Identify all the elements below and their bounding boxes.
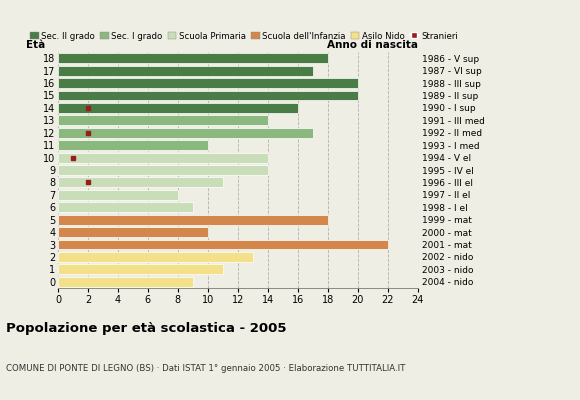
Bar	[58, 115, 268, 125]
Bar	[58, 90, 358, 100]
Bar	[58, 53, 328, 63]
Bar	[58, 202, 193, 212]
Text: Popolazione per età scolastica - 2005: Popolazione per età scolastica - 2005	[6, 322, 287, 335]
Bar	[58, 165, 268, 175]
Bar	[58, 277, 193, 287]
Bar	[58, 227, 208, 237]
Bar	[58, 128, 313, 138]
Bar	[58, 264, 223, 274]
Bar	[58, 240, 387, 250]
Text: Anno di nascita: Anno di nascita	[327, 40, 418, 50]
Bar	[58, 153, 268, 162]
Bar	[58, 78, 358, 88]
Bar	[58, 190, 178, 200]
Bar	[58, 178, 223, 187]
Bar	[58, 252, 253, 262]
Text: Età: Età	[26, 40, 45, 50]
Bar	[58, 66, 313, 76]
Bar	[58, 215, 328, 225]
Bar	[58, 103, 298, 113]
Legend: Sec. II grado, Sec. I grado, Scuola Primaria, Scuola dell'Infanzia, Asilo Nido, : Sec. II grado, Sec. I grado, Scuola Prim…	[30, 32, 458, 41]
Text: COMUNE DI PONTE DI LEGNO (BS) · Dati ISTAT 1° gennaio 2005 · Elaborazione TUTTIT: COMUNE DI PONTE DI LEGNO (BS) · Dati IST…	[6, 364, 405, 373]
Bar	[58, 140, 208, 150]
